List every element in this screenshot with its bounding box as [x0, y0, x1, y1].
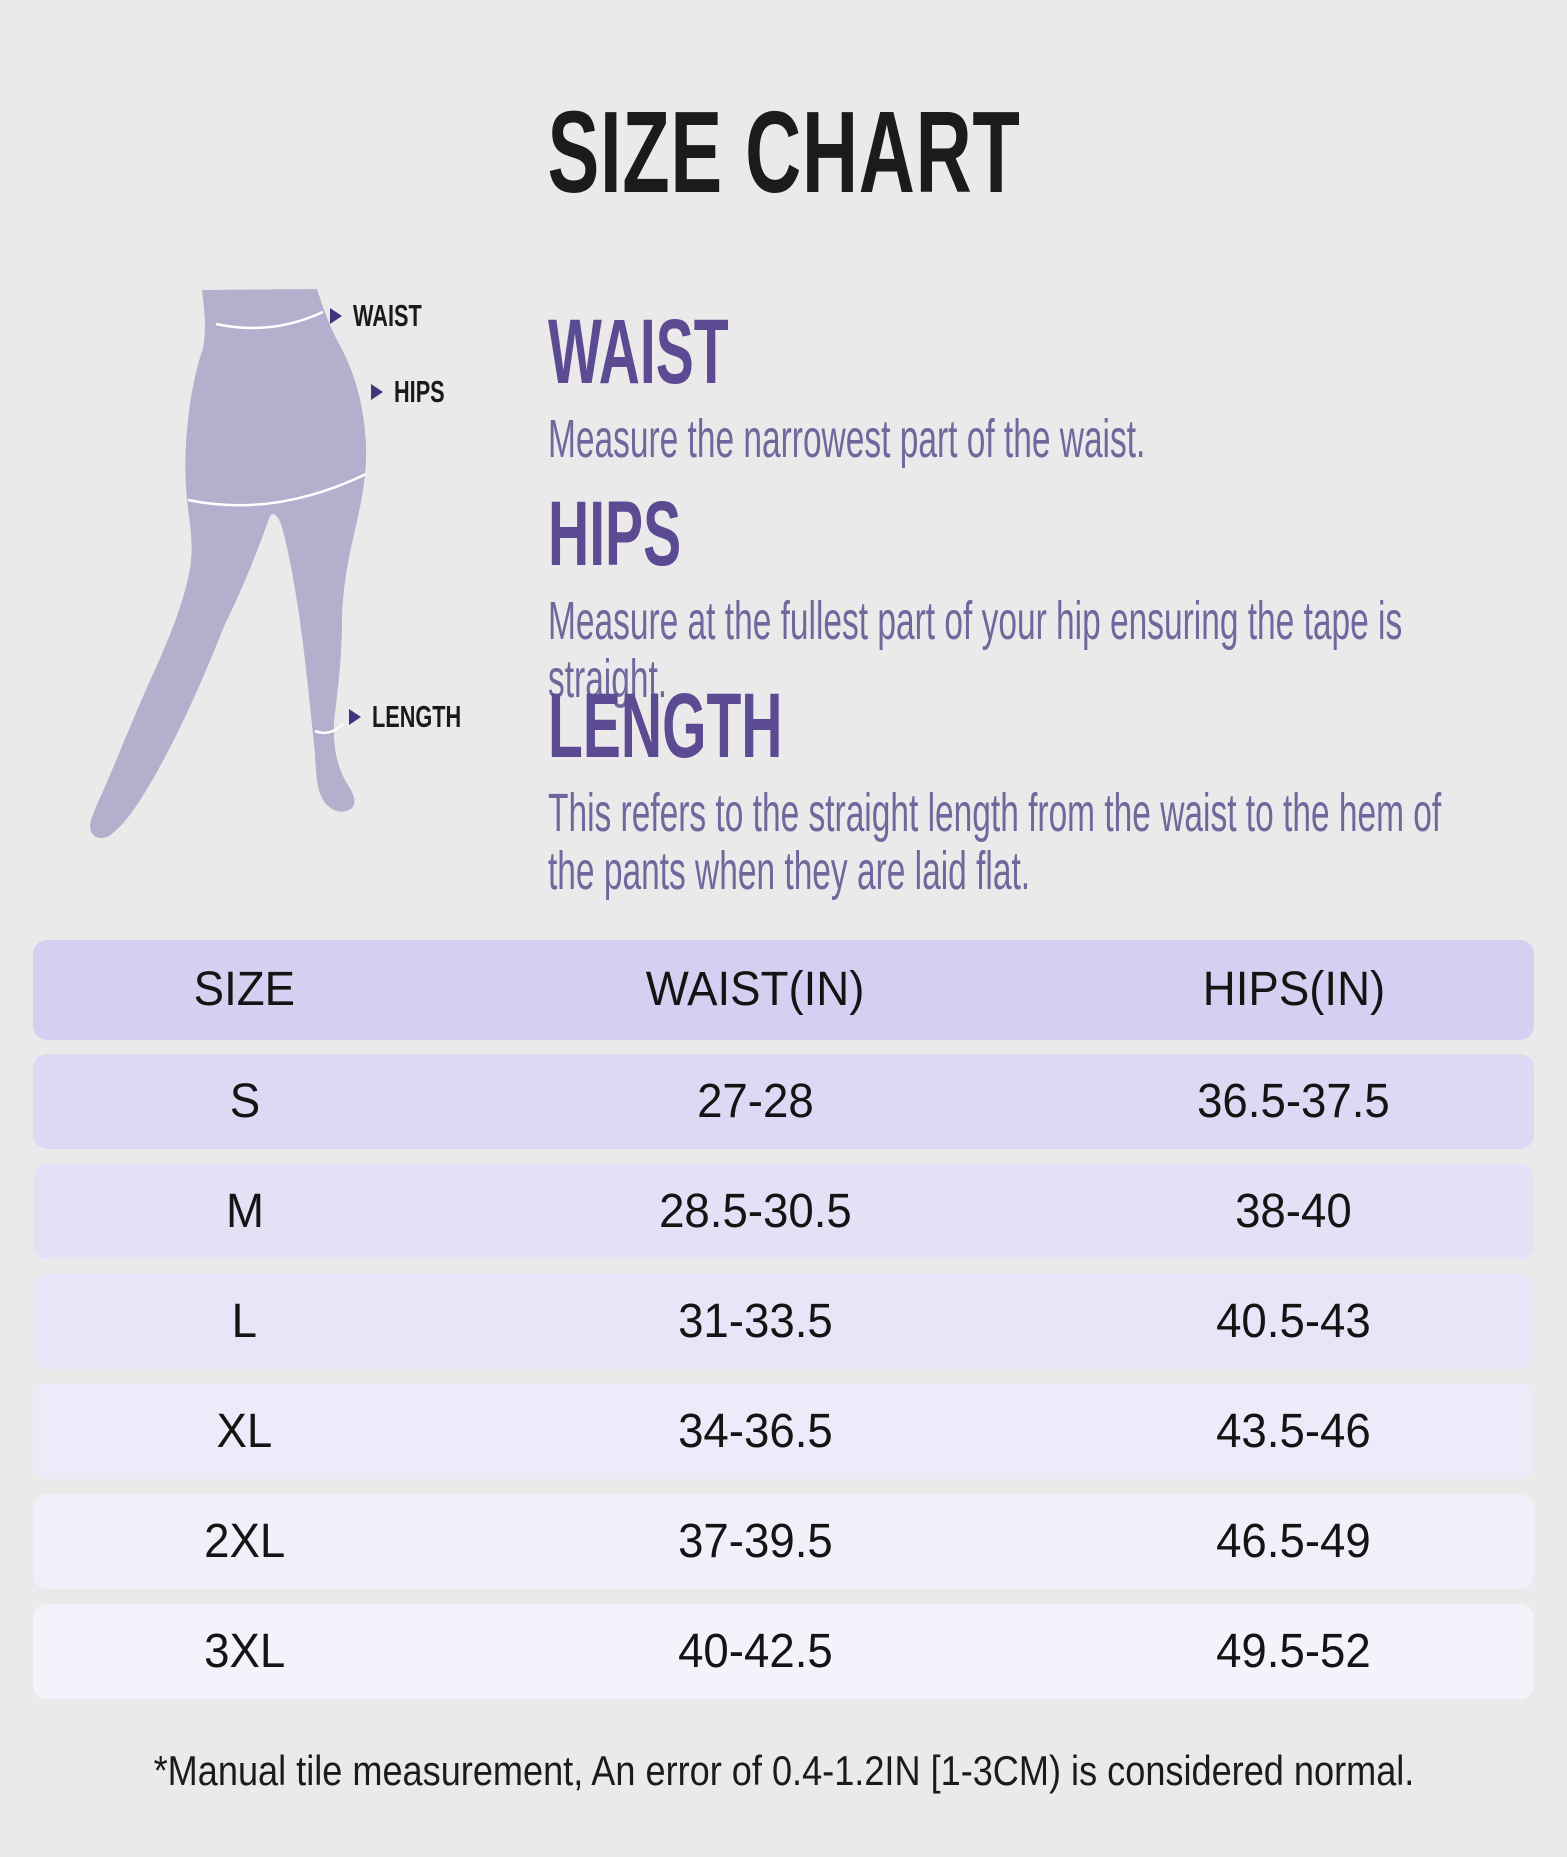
arrow-right-icon: [330, 307, 342, 324]
column-header-hips: HIPS(IN): [1202, 963, 1386, 1016]
hips-cell: 38-40: [1235, 1184, 1353, 1238]
measure-heading-waist: WAIST: [548, 301, 729, 403]
hips-cell: 43.5-46: [1216, 1404, 1372, 1458]
figure-label-waist-text: WAIST: [353, 298, 422, 333]
hips-measure-line: [187, 472, 367, 507]
size-cell: L: [231, 1294, 258, 1348]
waist-cell: 28.5-30.5: [658, 1184, 852, 1238]
waist-cell: 40-42.5: [677, 1624, 833, 1678]
arrow-right-icon: [371, 383, 383, 400]
column-header-size: SIZE: [193, 963, 296, 1016]
figure-label-waist: WAIST: [330, 300, 451, 331]
measure-heading-hips: HIPS: [548, 483, 682, 585]
measure-section-hips: HIPS Measure at the fullest part of your…: [548, 488, 1528, 709]
waist-cell: 31-33.5: [677, 1294, 833, 1348]
hips-cell: 40.5-43: [1216, 1294, 1372, 1348]
table-row: 2XL 37-39.5 46.5-49: [33, 1494, 1534, 1589]
table-header-row: SIZE WAIST(IN) HIPS(IN): [33, 940, 1534, 1040]
waist-cell: 37-39.5: [677, 1514, 833, 1568]
size-cell: 3XL: [204, 1624, 286, 1678]
column-header-waist: WAIST(IN): [645, 963, 865, 1016]
measure-desc-waist: Measure the narrowest part of the waist.: [548, 409, 1146, 469]
footnote: *Manual tile measurement, An error of 0.…: [0, 1750, 1567, 1792]
measure-desc-hips: Measure at the fullest part of your hip …: [548, 591, 1403, 710]
measure-heading-length: LENGTH: [548, 675, 783, 777]
table-row: M 28.5-30.5 38-40: [33, 1164, 1534, 1259]
figure-label-hips: HIPS: [371, 376, 466, 407]
body-measurement-figure: WAIST HIPS LENGTH: [0, 0, 560, 900]
footnote-text: *Manual tile measurement, An error of 0.…: [153, 1747, 1414, 1794]
waist-measure-line: [215, 310, 324, 330]
measure-section-waist: WAIST Measure the narrowest part of the …: [548, 306, 1528, 468]
table-row: S 27-28 36.5-37.5: [33, 1054, 1534, 1149]
hips-cell: 46.5-49: [1216, 1514, 1372, 1568]
length-measure-line: [314, 723, 344, 735]
silhouette-shape: [90, 289, 367, 839]
waist-cell: 27-28: [696, 1074, 814, 1128]
waist-cell: 34-36.5: [677, 1404, 833, 1458]
measure-desc-length: This refers to the straight length from …: [548, 783, 1442, 902]
figure-label-hips-text: HIPS: [394, 374, 445, 409]
arrow-right-icon: [349, 708, 361, 725]
size-cell: S: [229, 1074, 260, 1128]
figure-label-length-text: LENGTH: [372, 699, 462, 734]
page-title: SIZE CHART: [0, 87, 1567, 217]
measure-section-length: LENGTH This refers to the straight lengt…: [548, 680, 1528, 901]
lower-body-silhouette: [90, 289, 367, 839]
size-cell: M: [225, 1184, 264, 1238]
size-cell: 2XL: [204, 1514, 286, 1568]
table-row: L 31-33.5 40.5-43: [33, 1274, 1534, 1369]
table-row: XL 34-36.5 43.5-46: [33, 1384, 1534, 1479]
page-title-text: SIZE CHART: [546, 87, 1021, 217]
hips-cell: 36.5-37.5: [1197, 1074, 1391, 1128]
table-row: 3XL 40-42.5 49.5-52: [33, 1604, 1534, 1699]
hips-cell: 49.5-52: [1216, 1624, 1372, 1678]
figure-label-length: LENGTH: [349, 701, 499, 732]
size-table: SIZE WAIST(IN) HIPS(IN) S 27-28 36.5-37.…: [33, 940, 1534, 1714]
size-cell: XL: [216, 1404, 273, 1458]
